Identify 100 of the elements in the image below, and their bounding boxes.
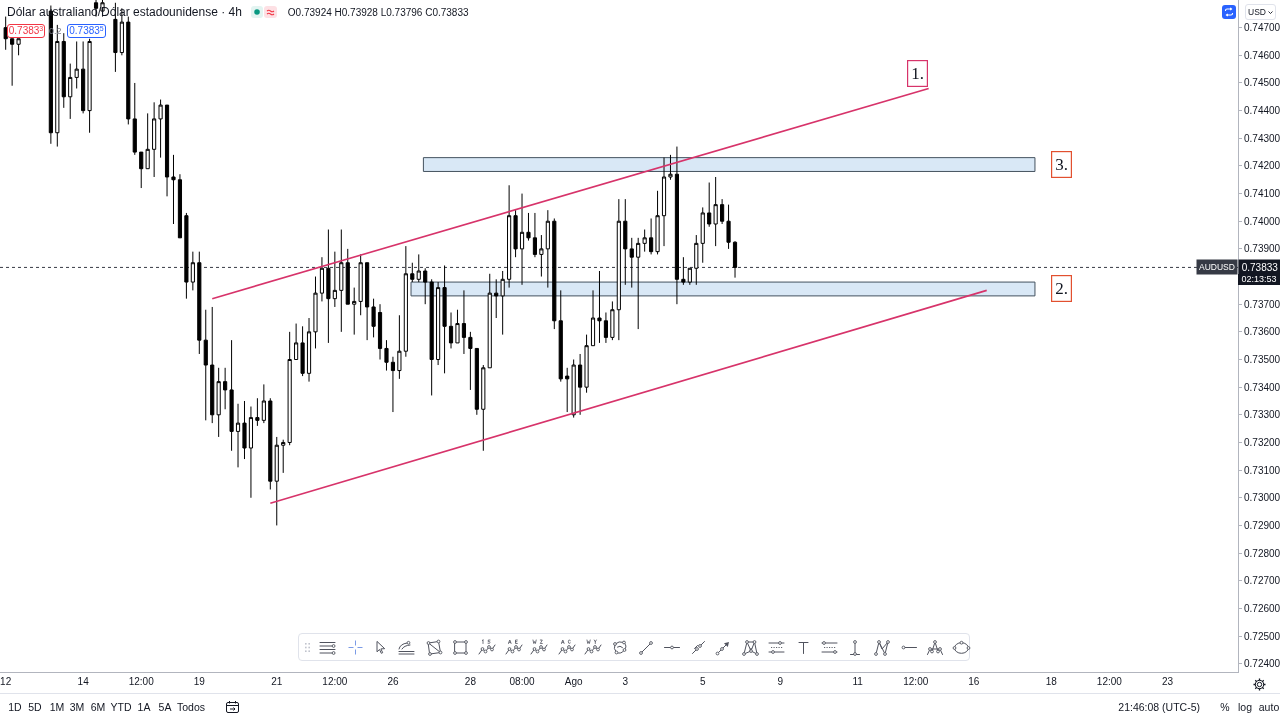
- candlestick: [377, 303, 383, 361]
- x-tick-label: 28: [464, 676, 477, 687]
- text: 5D: [28, 700, 42, 714]
- candlestick: [500, 270, 505, 336]
- candlestick: [474, 347, 479, 416]
- candlestick: [552, 217, 557, 330]
- text: 1D: [8, 700, 22, 714]
- candlestick: [74, 40, 79, 89]
- candlestick: [513, 209, 518, 258]
- y-tick-label: 0.74600: [1244, 49, 1280, 61]
- annotation: 0.73833: [1241, 262, 1279, 273]
- candlestick: [732, 240, 738, 279]
- candlestick: [242, 400, 247, 460]
- candlestick: [3, 16, 8, 51]
- y-tick-label: 0.72700: [1244, 575, 1280, 587]
- candlestick: [216, 367, 221, 438]
- candlestick: [68, 63, 73, 120]
- candlestick: [494, 278, 499, 319]
- candlestick: [248, 406, 254, 499]
- candlestick: [642, 229, 647, 253]
- candlestick: [461, 289, 467, 355]
- candlestick: [545, 209, 550, 289]
- candlestick: [687, 267, 692, 286]
- candlestick: [694, 234, 699, 286]
- candlestick: [629, 237, 634, 289]
- candlestick: [268, 397, 273, 490]
- x-tick-label: 14: [77, 676, 90, 687]
- x-tick-label: 08:00: [509, 676, 535, 687]
- y-tick-label: 0.73500: [1244, 354, 1280, 366]
- candlestick: [158, 99, 163, 159]
- annotation: 0.7383$^{5}$: [67, 24, 106, 38]
- text: 3M: [69, 700, 85, 714]
- y-tick-label: 0.73200: [1244, 436, 1280, 448]
- text: log: [1237, 700, 1253, 714]
- candlestick: [403, 245, 408, 358]
- x-tick-label: 12:00: [128, 676, 155, 687]
- candlestick: [390, 356, 396, 413]
- candlestick: [300, 325, 305, 377]
- candlestick: [423, 267, 428, 305]
- candlestick: [81, 40, 86, 114]
- text: YTD: [110, 700, 132, 714]
- candlestick: [610, 300, 615, 341]
- ref-line-label: AUDUSD: [1199, 262, 1235, 272]
- candlestick: [455, 309, 460, 344]
- y-tick-label: 0.74100: [1244, 188, 1280, 200]
- y-tick-label: 0.74700: [1244, 22, 1280, 34]
- x-tick-label: 12:00: [322, 676, 348, 687]
- candlestick: [655, 190, 660, 255]
- text: 5A: [158, 700, 172, 714]
- candlestick: [235, 403, 241, 468]
- candlestick: [339, 229, 344, 333]
- y-tick-label: 0.74500: [1244, 77, 1280, 89]
- x-tick-label: 12: [0, 676, 12, 687]
- candlestick: [152, 101, 157, 178]
- x-tick-label: 26: [387, 676, 399, 687]
- candlestick: [519, 193, 525, 286]
- candlestick: [397, 314, 402, 380]
- candlestick: [720, 198, 725, 225]
- candlestick: [319, 256, 325, 302]
- annotation: O0.73924 H0.73928 L0.73796 C0.73833: [287, 5, 469, 19]
- candlestick: [294, 323, 299, 361]
- candlestick: [332, 251, 337, 308]
- candlestick: [713, 176, 718, 247]
- candlestick: [410, 262, 415, 283]
- candlestick: [481, 364, 486, 452]
- candlestick: [358, 253, 363, 316]
- candlestick: [345, 248, 350, 305]
- y-tick-label: 0.73700: [1244, 298, 1280, 310]
- candlestick: [255, 397, 260, 427]
- y-tick-label: 0.73300: [1244, 409, 1280, 421]
- candlestick: [507, 184, 512, 289]
- text: USD: [1248, 5, 1266, 19]
- candlestick: [326, 229, 331, 344]
- y-tick-label: 0.74200: [1244, 160, 1280, 172]
- candlestick: [306, 317, 312, 383]
- text: %: [1220, 700, 1230, 714]
- candlestick: [539, 234, 544, 278]
- candlestick: [681, 256, 686, 286]
- candlestick: [668, 154, 673, 181]
- candlestick: [229, 339, 234, 452]
- y-tick-label: 0.72400: [1244, 658, 1280, 670]
- candlestick: [371, 298, 376, 338]
- candlestick: [636, 237, 641, 330]
- y-tick-label: 0.74400: [1244, 105, 1280, 117]
- candlestick: [429, 278, 434, 396]
- x-tick-label: 12:00: [903, 676, 929, 687]
- candlestick: [590, 289, 596, 347]
- candlestick: [281, 439, 286, 474]
- candlestick: [139, 151, 144, 189]
- x-tick-label: 5: [699, 676, 706, 687]
- candlestick: [416, 253, 421, 283]
- x-tick-label: 23: [1161, 676, 1174, 687]
- y-tick-label: 0.74000: [1244, 215, 1280, 227]
- candlestick: [197, 251, 202, 355]
- text: 6M: [90, 700, 106, 714]
- x-tick-label: 16: [968, 676, 980, 687]
- text: auto: [1258, 700, 1280, 714]
- candlestick: [649, 217, 654, 255]
- x-tick-label: 12:00: [1096, 676, 1123, 687]
- candlestick: [436, 281, 441, 366]
